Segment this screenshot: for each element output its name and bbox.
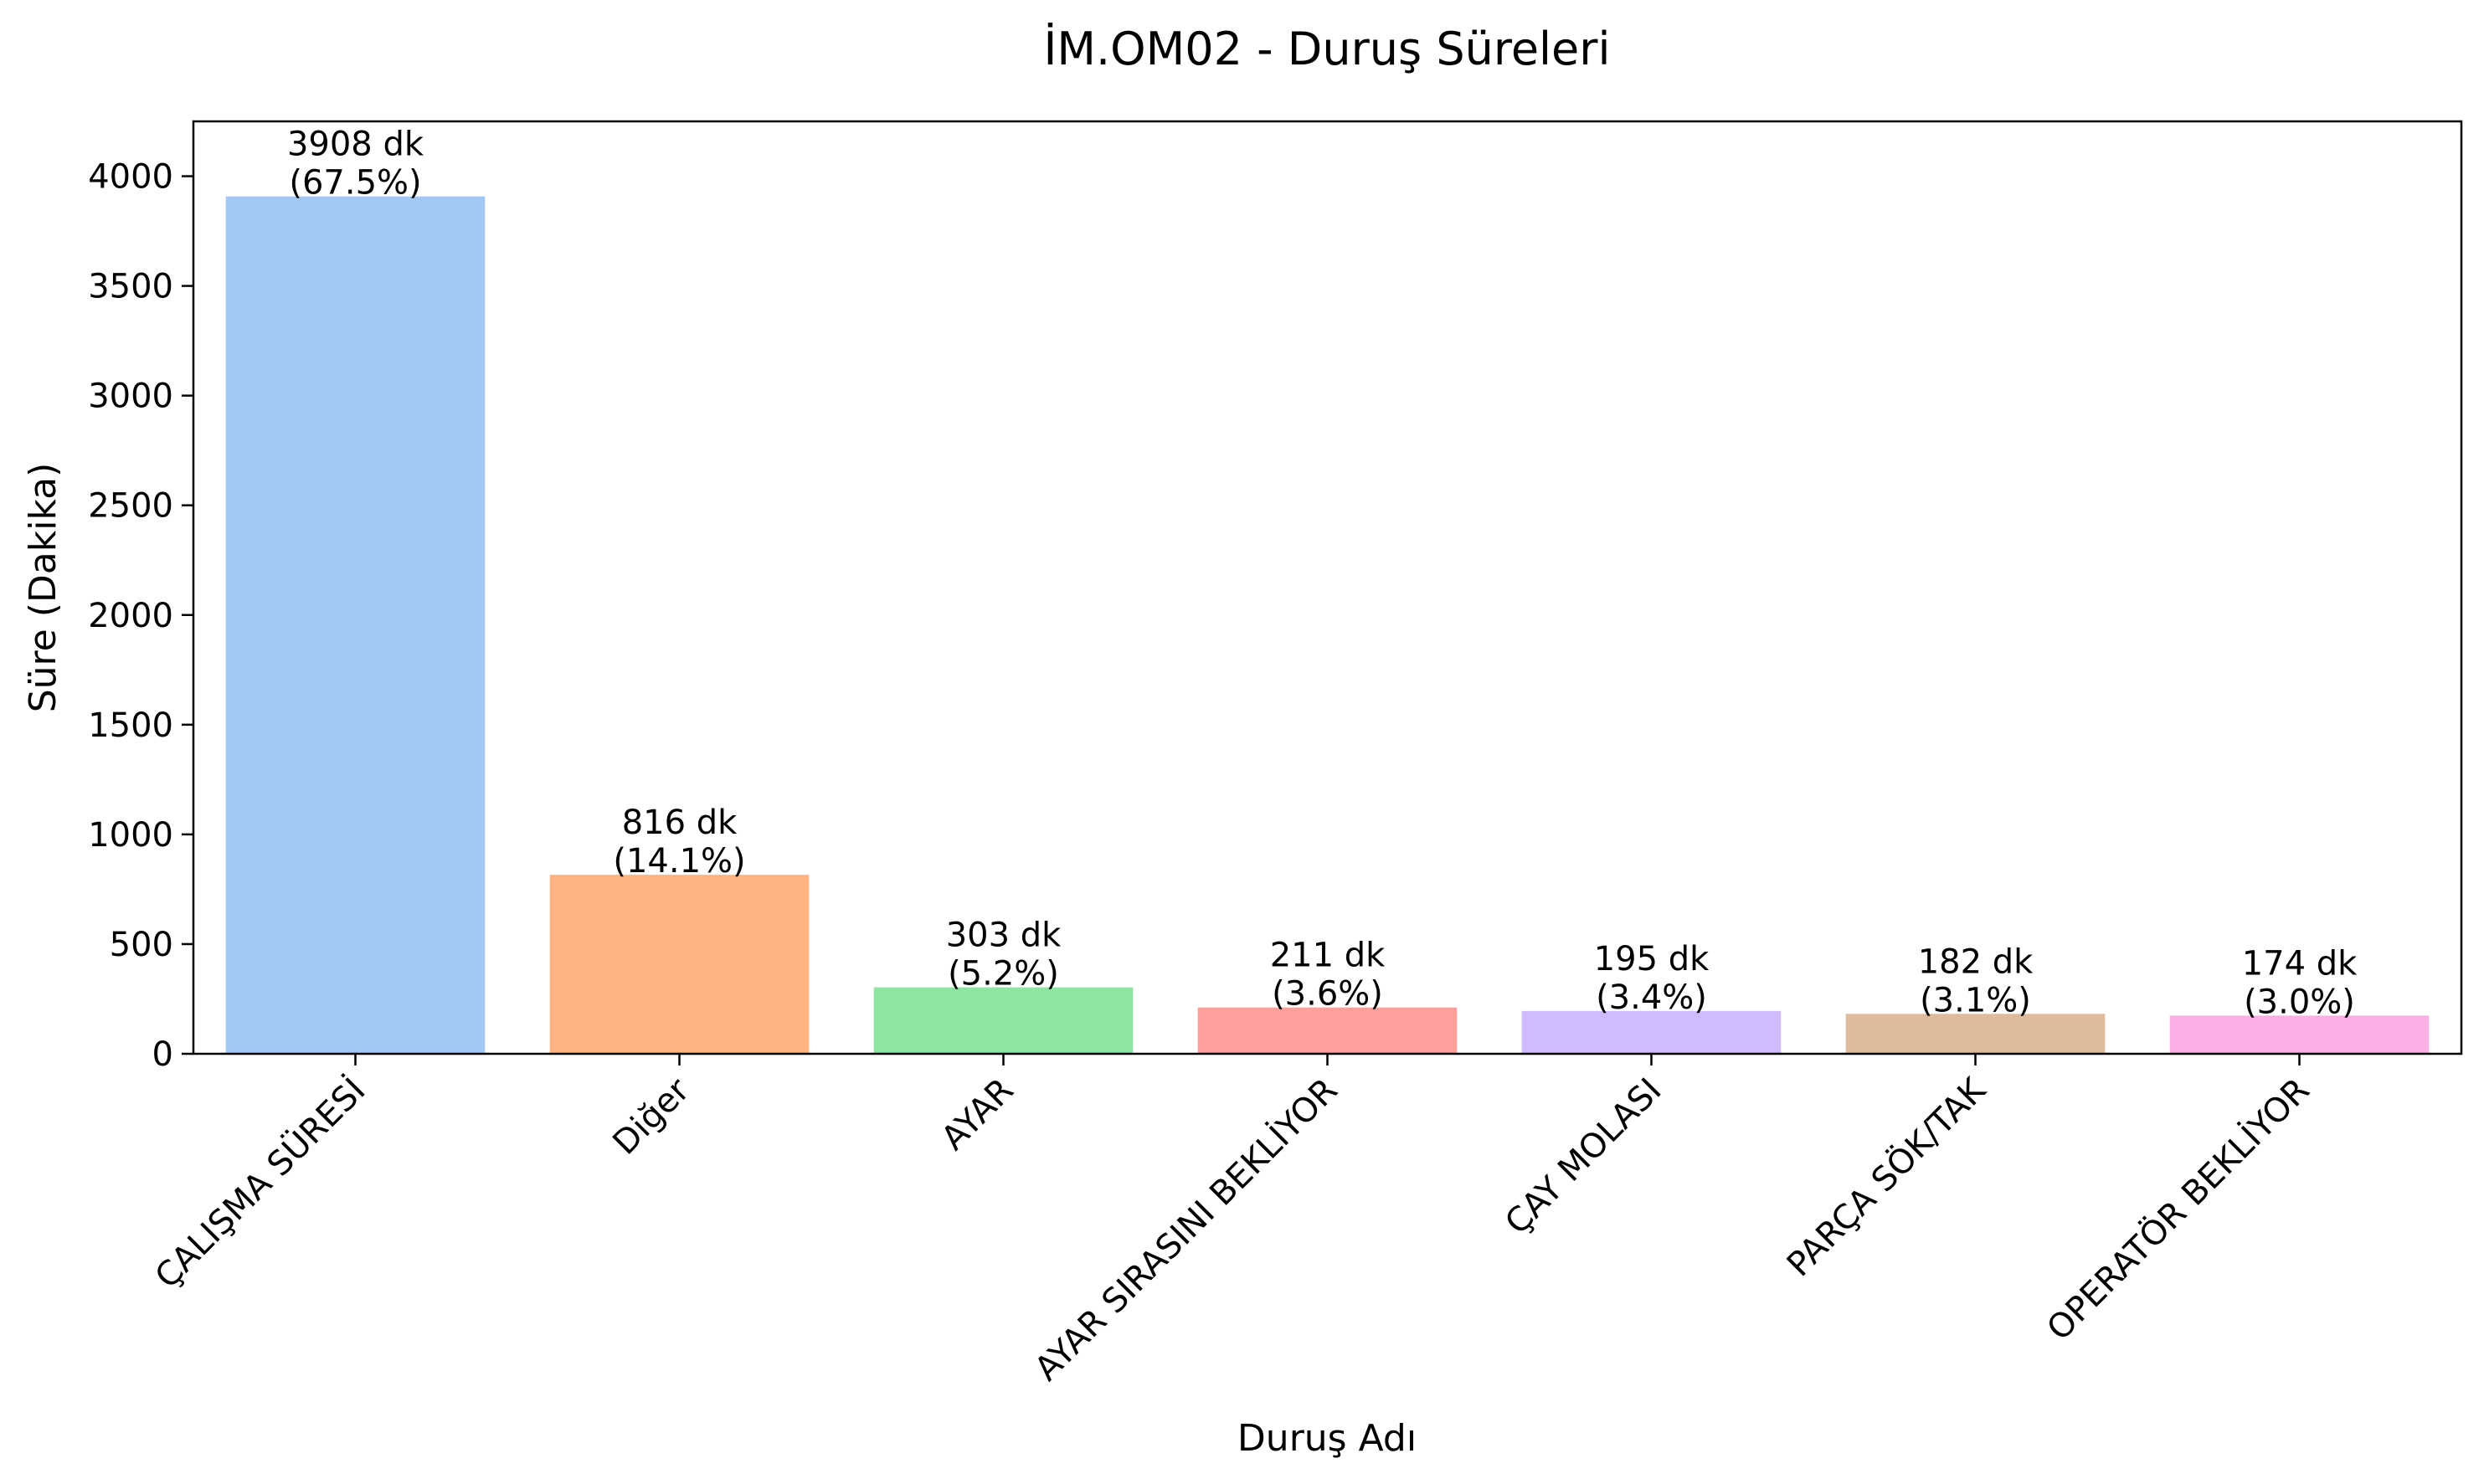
- y-tick-label: 1000: [88, 816, 173, 855]
- x-tick-label: ÇALIŞMA SÜRESİ: [147, 1070, 373, 1296]
- bars-group: 3908 dk(67.5%) 816 dk(14.1%) 303 dk(5.2%) 2…: [225, 126, 2430, 1054]
- x-axis: ÇALIŞMA SÜRESİ Diğer AYAR AYAR SIRASINI BEK…: [147, 1054, 2317, 1389]
- bar: [1197, 1007, 1458, 1054]
- bar-value-label: 211 dk: [1270, 937, 1386, 975]
- bar: [873, 987, 1134, 1054]
- bar-percent-label: (14.1%): [613, 842, 745, 881]
- bar: [225, 196, 486, 1054]
- bar-value-label: 182 dk: [1918, 942, 2034, 981]
- bar-value-label: 816 dk: [622, 804, 738, 842]
- y-tick-label: 2500: [88, 487, 173, 526]
- x-tick-label: Diğer: [605, 1071, 697, 1163]
- bar-value-label: 195 dk: [1594, 940, 1710, 978]
- y-tick-label: 1500: [88, 706, 173, 745]
- x-axis-label: Duruş Adı: [1237, 1417, 1417, 1460]
- plot-frame: [192, 120, 2463, 1055]
- bar-percent-label: (3.0%): [2244, 983, 2355, 1021]
- x-tick-label: PARÇA SÖK/TAK: [1778, 1069, 1993, 1284]
- y-tick-label: 3500: [88, 268, 173, 306]
- y-tick-label: 3000: [88, 377, 173, 416]
- y-tick-label: 2000: [88, 597, 173, 635]
- x-tick-label: OPERATÖR BEKLİYOR: [2039, 1070, 2317, 1348]
- x-tick-label: ÇAY MOLASI: [1498, 1071, 1669, 1242]
- bar-value-label: 303 dk: [946, 917, 1062, 955]
- bar-percent-label: (3.4%): [1596, 978, 1707, 1017]
- y-axis: 0 500 1000 1500 2000 2500 3000 3500 4000: [88, 158, 193, 1074]
- bar-value-label: 3908 dk: [287, 126, 424, 164]
- y-tick-label: 4000: [88, 158, 173, 197]
- chart-title: İM.OM02 - Duruş Süreleri: [1043, 23, 1610, 75]
- bar: [549, 875, 810, 1054]
- bar: [1845, 1014, 2106, 1054]
- bar: [2169, 1015, 2430, 1054]
- y-tick-label: 0: [152, 1035, 173, 1074]
- bar-percent-label: (3.1%): [1920, 981, 2031, 1019]
- bar-percent-label: (5.2%): [948, 955, 1059, 994]
- y-axis-label: Süre (Dakika): [22, 463, 64, 713]
- bar: [1521, 1010, 1782, 1054]
- bar-value-label: 174 dk: [2242, 944, 2358, 983]
- x-tick-label: AYAR SIRASINI BEKLİYOR: [1026, 1070, 1345, 1389]
- y-tick-label: 500: [110, 926, 173, 964]
- bar-percent-label: (3.6%): [1272, 975, 1383, 1014]
- bar-percent-label: (67.5%): [289, 164, 421, 203]
- x-tick-label: AYAR: [934, 1071, 1021, 1158]
